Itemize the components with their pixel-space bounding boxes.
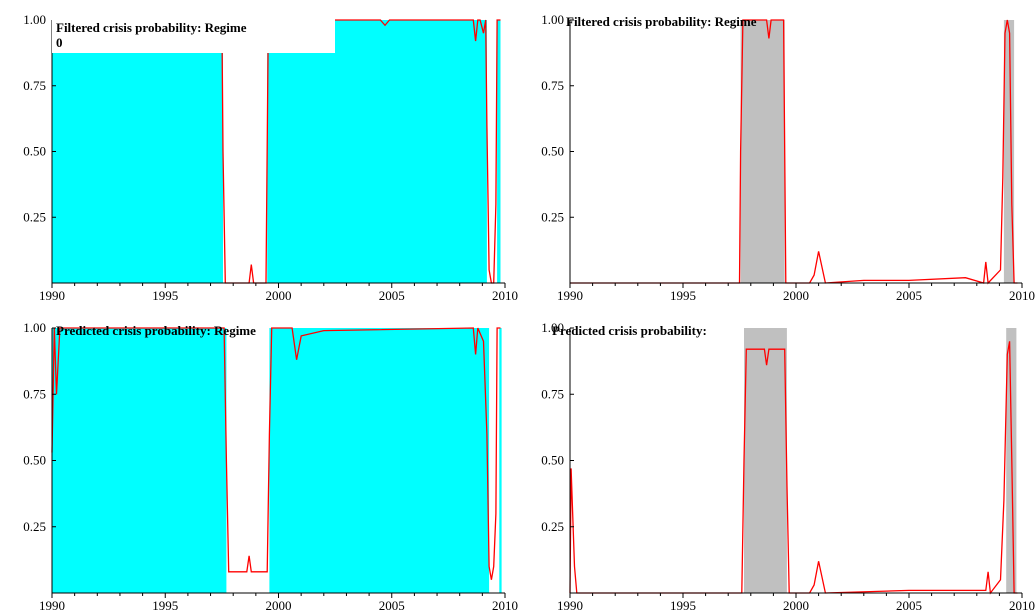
probability-line: [570, 19, 1018, 285]
x-tick-label: 2005: [896, 288, 922, 303]
x-tick-label: 1995: [670, 598, 696, 612]
x-tick-label: 2010: [1009, 598, 1035, 612]
x-tick-label: 2005: [379, 288, 405, 303]
y-tick-label: 1.00: [23, 12, 46, 27]
shaded-period-1: [52, 20, 223, 283]
shaded-period-2: [267, 20, 487, 283]
y-tick-label: 1.00: [541, 12, 564, 27]
x-tick-label: 1990: [39, 598, 65, 612]
x-tick-label: 1990: [557, 288, 583, 303]
y-tick-label: 0.25: [23, 209, 46, 224]
x-tick-label: 2010: [1009, 288, 1035, 303]
x-tick-label: 2010: [492, 288, 518, 303]
x-tick-label: 1995: [670, 288, 696, 303]
x-tick-label: 2005: [896, 598, 922, 612]
x-tick-label: 2000: [783, 288, 809, 303]
x-tick-label: 1990: [39, 288, 65, 303]
y-tick-label: 1.00: [541, 320, 564, 335]
shaded-period-1: [740, 20, 785, 283]
y-tick-label: 0.75: [23, 386, 46, 401]
shaded-period-3: [499, 328, 502, 593]
chart-title: Filtered crisis probability: Regime: [566, 14, 757, 29]
y-tick-label: 1.00: [23, 320, 46, 335]
y-tick-label: 0.50: [541, 144, 564, 159]
y-tick-label: 0.50: [23, 144, 46, 159]
y-tick-label: 0.75: [541, 78, 564, 93]
x-tick-label: 1995: [152, 598, 178, 612]
chart-title-line: 0: [56, 35, 63, 50]
probability-line: [569, 341, 1018, 595]
x-tick-label: 2000: [266, 598, 292, 612]
x-tick-label: 2000: [783, 598, 809, 612]
shaded-period-2: [1003, 20, 1015, 283]
chart-title: Filtered crisis probability: Regime 0: [56, 20, 247, 50]
y-tick-label: 0.50: [23, 453, 46, 468]
chart-title-line: Filtered crisis probability: Regime: [56, 20, 247, 35]
y-tick-label: 0.25: [541, 519, 564, 534]
y-tick-label: 0.25: [23, 519, 46, 534]
chart-panel-2: 0.25 0.50 0.75 1.00 1990 1995 2000 2005 2010 Filt…: [541, 12, 1035, 303]
x-tick-label: 2000: [266, 288, 292, 303]
chart-panel-4: 0.25 0.50 0.75 1.00 1990 1995 2000 2005 2010 Pred…: [541, 320, 1035, 612]
x-tick-label: 2010: [492, 598, 518, 612]
x-tick-label: 2005: [379, 598, 405, 612]
y-tick-label: 0.75: [541, 386, 564, 401]
y-tick-label: 0.75: [23, 78, 46, 93]
x-tick-label: 1990: [557, 598, 583, 612]
shaded-period-2: [269, 328, 490, 593]
y-tick-label: 0.50: [541, 453, 564, 468]
chart-panel-1: 0.25 0.50 0.75 1.00 1990 1995 2000 2005 2010 Filt…: [23, 12, 518, 303]
y-tick-label: 0.25: [541, 209, 564, 224]
chart-panel-3: 0.25 0.50 0.75 1.00 1990 1995 2000 2005 2010 Pred…: [23, 320, 518, 612]
probability-line: [51, 327, 501, 580]
shaded-period-3: [497, 20, 501, 283]
shaded-period-1: [52, 328, 227, 593]
title-background: [52, 19, 335, 53]
chart-title: Predicted crisis probability:: [552, 323, 707, 338]
chart-title: Predicted crisis probability: Regime: [56, 323, 256, 338]
x-tick-label: 1995: [152, 288, 178, 303]
shaded-period-1: [744, 328, 787, 593]
